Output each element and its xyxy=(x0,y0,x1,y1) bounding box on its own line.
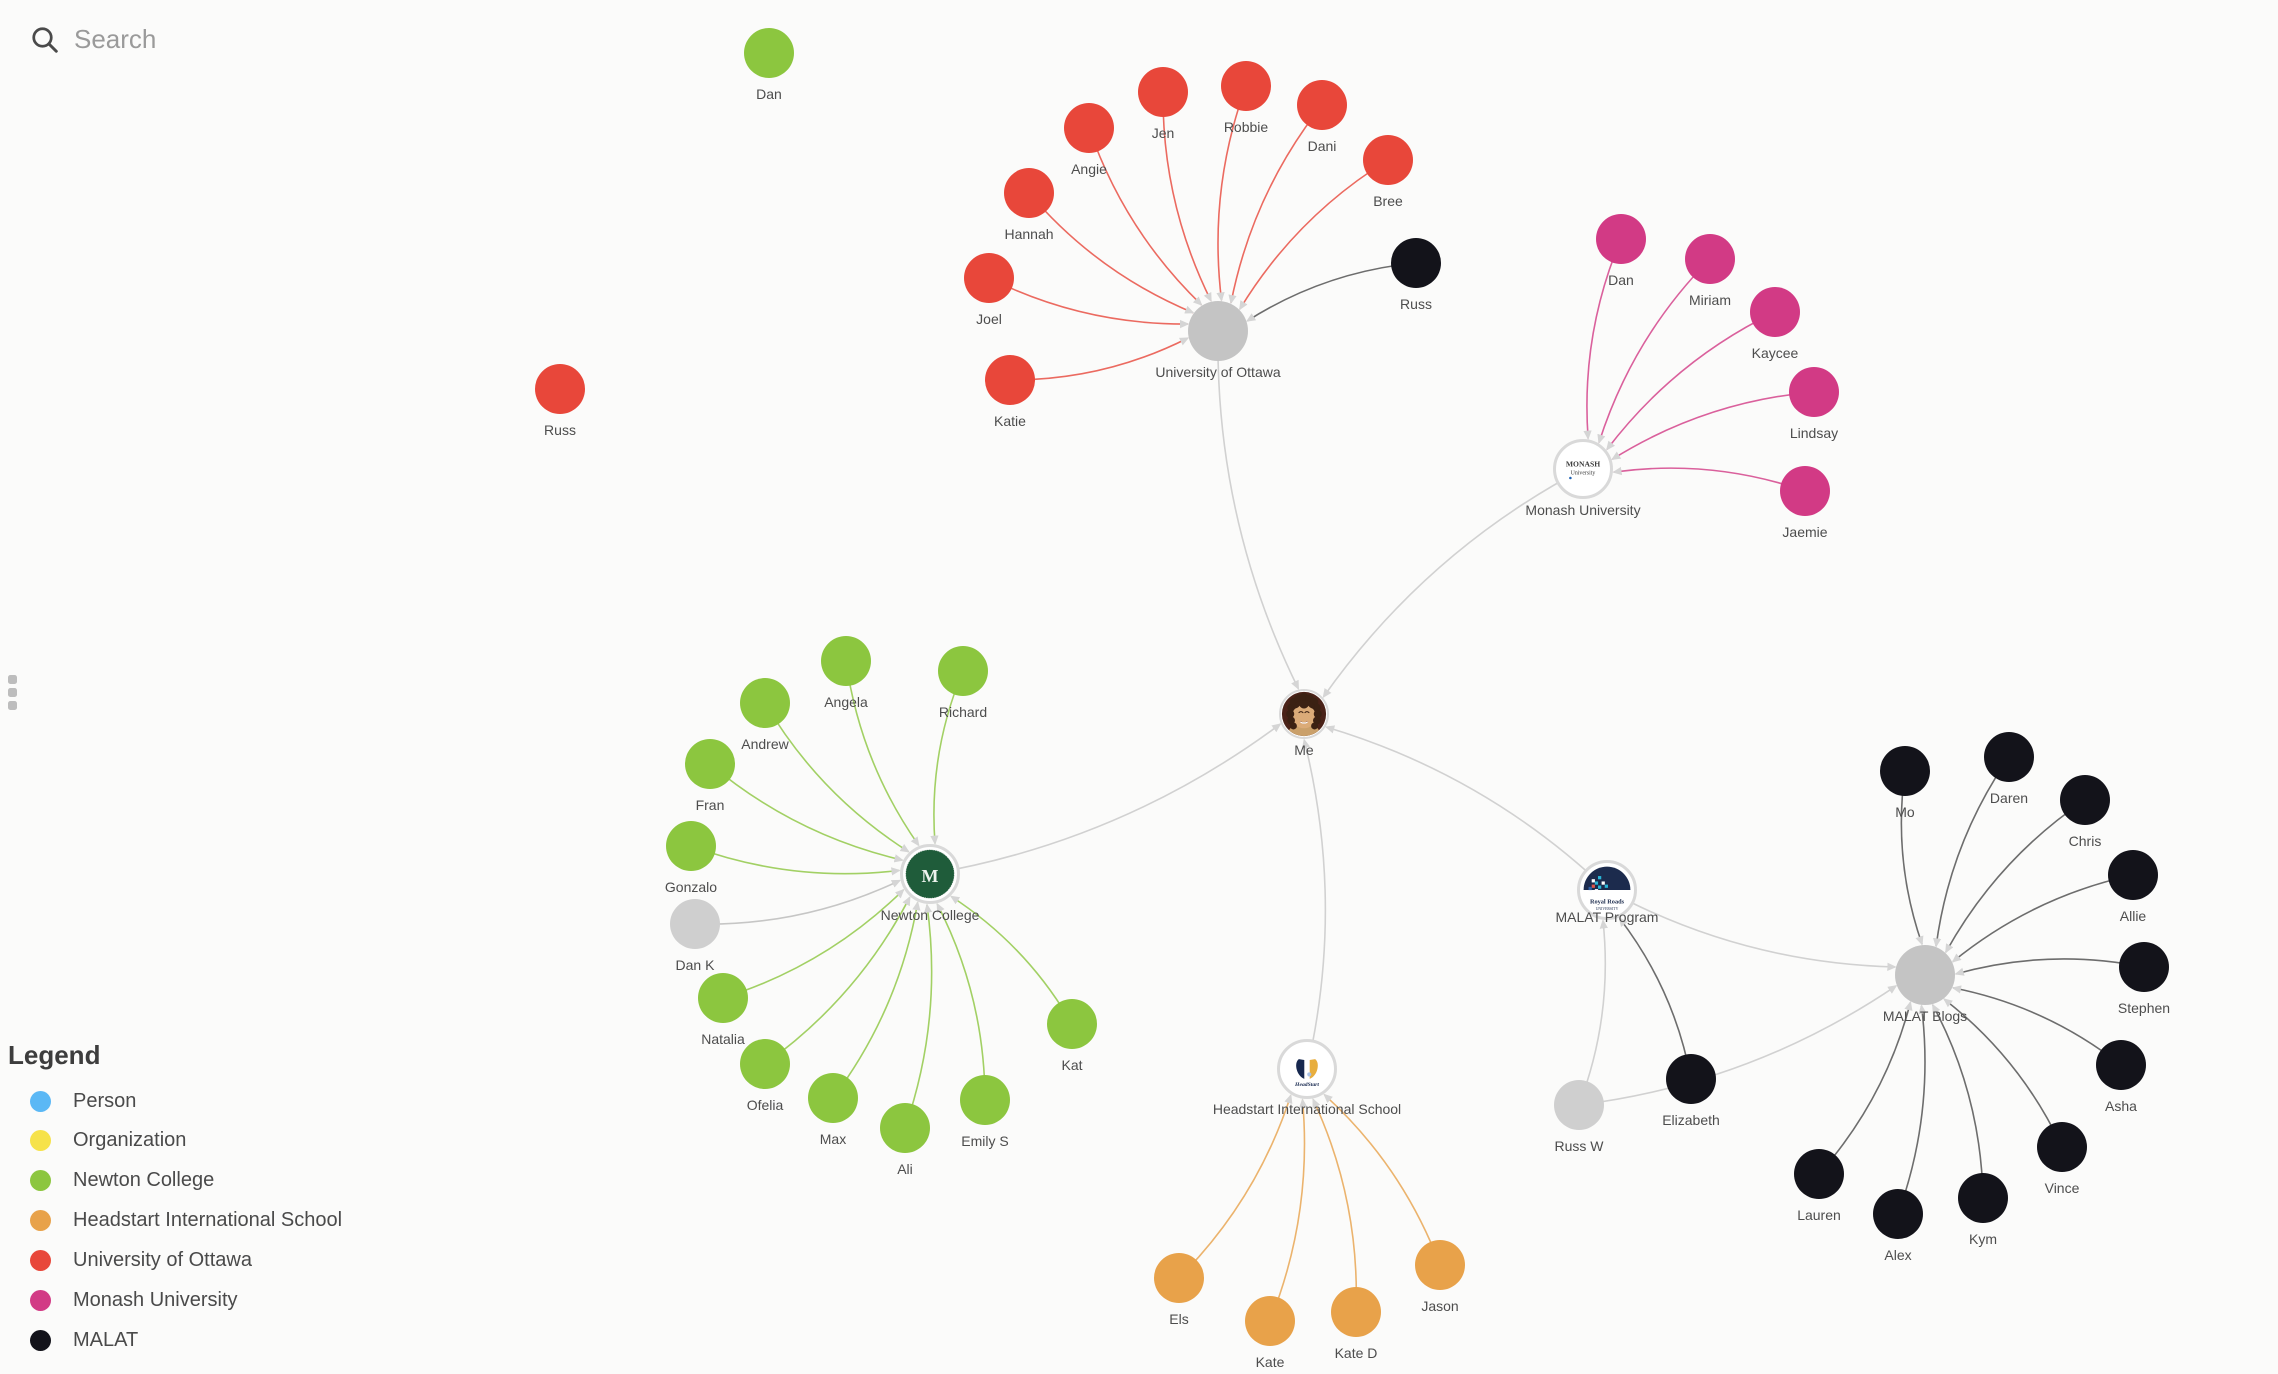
svg-text:HeadStart: HeadStart xyxy=(1294,1082,1319,1088)
svg-text:M: M xyxy=(922,866,939,886)
svg-text:MONASH: MONASH xyxy=(1566,459,1600,468)
svg-text:Royal Roads: Royal Roads xyxy=(1590,899,1625,906)
svg-text:University: University xyxy=(1571,470,1596,476)
